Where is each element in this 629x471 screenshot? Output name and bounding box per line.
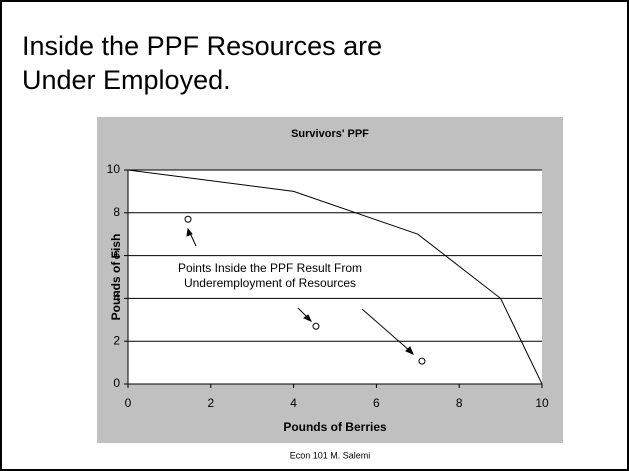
arrow-head xyxy=(303,314,313,322)
x-tick-label: 2 xyxy=(207,396,214,410)
y-tick-label: 10 xyxy=(107,162,121,176)
x-tick-label: 6 xyxy=(373,396,380,410)
y-axis-label: Pounds of Fish xyxy=(109,234,123,321)
arrow xyxy=(361,308,411,352)
x-tick-label: 10 xyxy=(535,396,549,410)
x-tick-label: 4 xyxy=(290,396,297,410)
arrow-head xyxy=(186,227,193,237)
chart-title: Survivors' PPF xyxy=(291,128,369,140)
arrows xyxy=(186,227,414,355)
y-tick-label: 4 xyxy=(113,291,120,305)
point xyxy=(418,357,426,365)
x-tick-label: 8 xyxy=(456,396,463,410)
annotation: Points Inside the PPF Result From xyxy=(178,261,362,275)
arrow xyxy=(189,232,197,247)
arrow-head xyxy=(405,346,414,355)
slide-title: Inside the PPF Resources are xyxy=(22,31,382,61)
point xyxy=(312,322,320,330)
x-tick-label: 0 xyxy=(125,396,132,410)
y-tick-label: 0 xyxy=(113,376,120,390)
y-tick-label: 8 xyxy=(113,205,120,219)
y-tick-label: 6 xyxy=(113,248,120,262)
y-tick-label: 2 xyxy=(113,333,120,347)
point xyxy=(184,215,192,223)
slide-title: Under Employed. xyxy=(22,65,231,95)
ppf-line xyxy=(127,169,543,385)
x-axis-label: Pounds of Berries xyxy=(283,420,387,434)
annotation: Underemployment of Resources xyxy=(184,276,356,290)
footer: Econ 101 M. Salemi xyxy=(290,450,371,460)
plot: 0 2 4 6 8 10 0 2 4 6 8 10 xyxy=(107,162,549,410)
